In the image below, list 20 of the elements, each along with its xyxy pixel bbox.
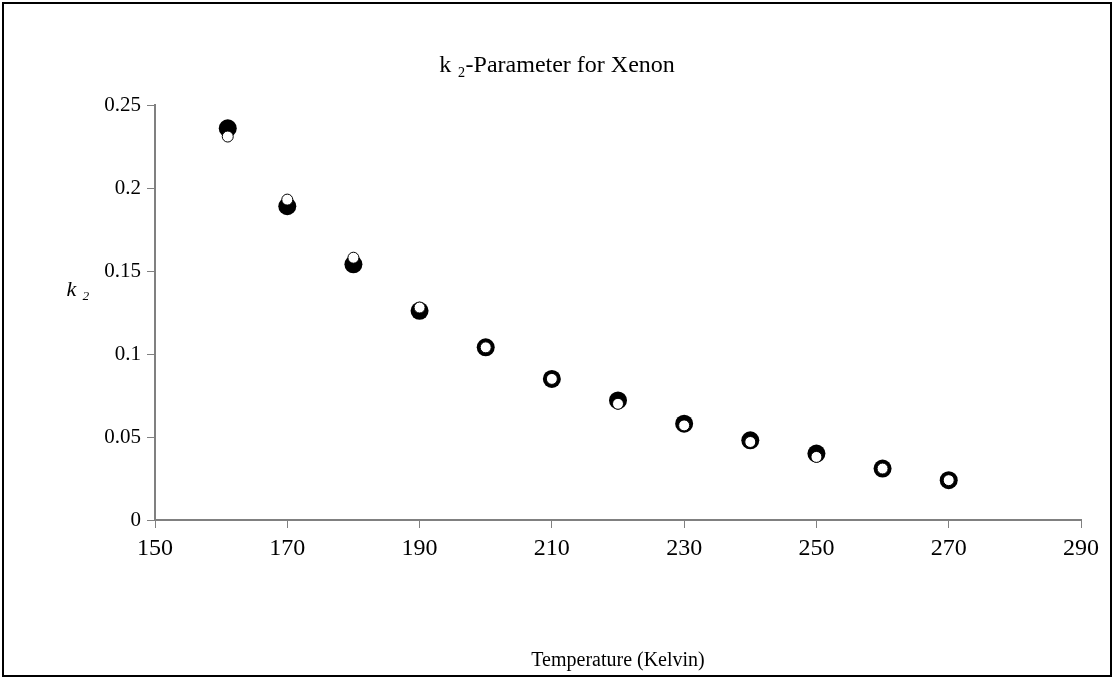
y-tick-label: 0.1 [114,340,141,365]
x-tick-label: 150 [137,533,173,560]
x-tick-label: 290 [1063,533,1099,560]
y-tick-label: 0.15 [104,257,141,282]
chart-title: k ₂-Parameter for Xenon [439,51,675,78]
x-tick-label: 210 [533,533,570,560]
point [347,251,360,264]
y-tick-label: 0.25 [104,91,141,116]
y-tick-label: 0 [130,506,141,531]
y-axis-title: k ₂ [66,275,90,301]
x-tick-label: 230 [666,533,703,560]
y-tick-label: 0.2 [114,174,141,199]
point [281,193,294,206]
point [221,130,234,143]
y-tick-label: 0.05 [104,423,141,448]
x-axis-title: Temperature (Kelvin) [531,648,705,672]
x-tick-label: 250 [798,533,835,560]
x-tick-label: 190 [401,533,438,560]
x-tick-label: 170 [269,533,306,560]
x-tick-label: 270 [930,533,967,560]
